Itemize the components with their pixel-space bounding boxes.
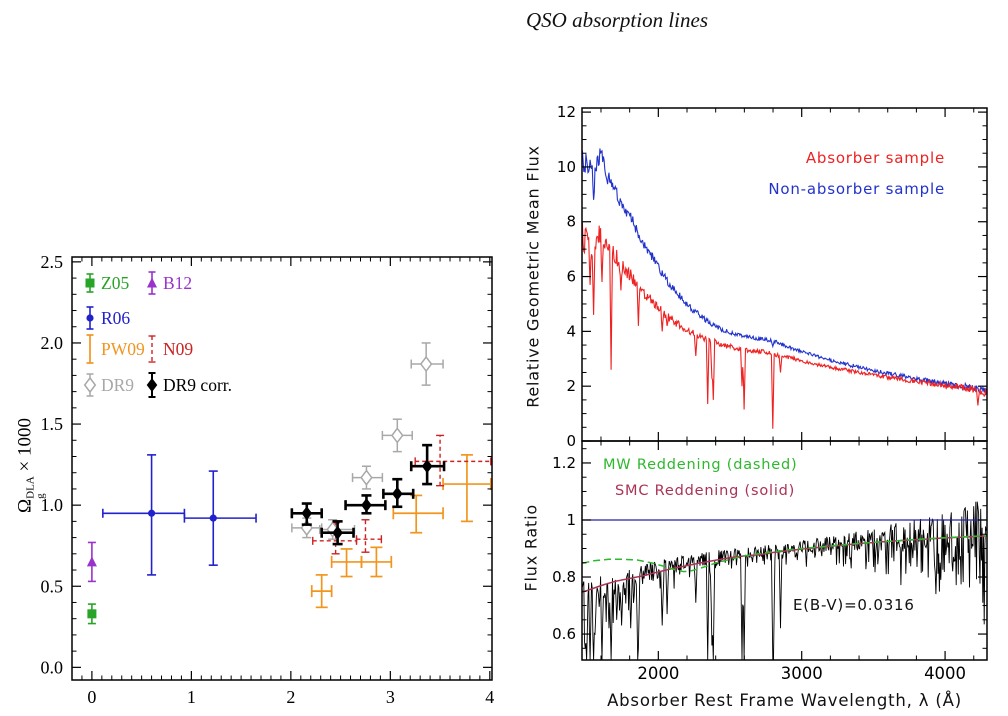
marker-circle bbox=[147, 509, 156, 517]
omega-times: × 1000 bbox=[14, 418, 36, 477]
legend-smc-reddening: SMC Reddening (solid) bbox=[615, 483, 796, 499]
legend-label-Z05: Z05 bbox=[101, 273, 129, 293]
series-DR9 corr. bbox=[290, 443, 446, 546]
y-tick-label: 10 bbox=[557, 158, 576, 176]
marker-triangle bbox=[147, 277, 157, 288]
legend-absorber-sample: Absorber sample bbox=[805, 149, 945, 167]
left-plot-legend: Z05 B12 R06 PW09 N09 DR9 DR9 corr. bbox=[83, 271, 232, 398]
marker-square bbox=[87, 609, 97, 619]
bottom-y-axis-title: Flux Ratio bbox=[521, 504, 541, 592]
marker-diamond bbox=[361, 498, 372, 513]
top-y-axis-title: Relative Geometric Mean Flux bbox=[523, 145, 543, 408]
marker-circle bbox=[86, 314, 94, 322]
x-tick-label: 4000 bbox=[924, 664, 966, 683]
series-flux-ratio-spectrum bbox=[581, 501, 987, 661]
x-tick-label: 1 bbox=[187, 687, 196, 707]
plot-frame bbox=[71, 256, 493, 681]
y-tick-label: 8 bbox=[566, 213, 576, 231]
series-N09 bbox=[312, 434, 492, 555]
marker-diamond-open bbox=[83, 376, 97, 394]
series-R06 bbox=[102, 454, 257, 576]
omega-symbol: Ω bbox=[14, 498, 36, 513]
y-tick-label: 1.5 bbox=[41, 414, 64, 434]
y-tick-label: 2 bbox=[566, 377, 576, 395]
marker-diamond-open bbox=[391, 427, 404, 444]
y-tick-label: 1.2 bbox=[552, 454, 576, 472]
series-Z05 bbox=[87, 603, 97, 625]
legend-label-DR9: DR9 bbox=[101, 375, 134, 395]
y-tick-label: 0.0 bbox=[41, 657, 64, 677]
marker-diamond bbox=[391, 486, 403, 501]
series-Absorber sample bbox=[581, 222, 987, 429]
y-tick-label: 2.0 bbox=[41, 333, 64, 353]
series-PW09 bbox=[310, 454, 492, 609]
marker-circle bbox=[209, 514, 217, 522]
legend-label-DR9 corr.: DR9 corr. bbox=[163, 375, 232, 395]
series-Non-absorber sample bbox=[581, 148, 987, 395]
marker-square bbox=[85, 278, 95, 288]
x-tick-label: 3 bbox=[386, 687, 395, 707]
y-tick-label: 6 bbox=[566, 268, 576, 286]
marker-diamond bbox=[301, 506, 313, 521]
bottom-x-axis-title: Absorber Rest Frame Wavelength, λ (Å) bbox=[607, 691, 962, 710]
right-top-plot: 0 2 4 6 8 10 12 bbox=[557, 103, 988, 450]
y-tick-label: 4 bbox=[566, 322, 576, 340]
y-tick-label: 0.8 bbox=[552, 568, 576, 586]
x-tick-label: 3000 bbox=[781, 664, 823, 683]
x-tick-label: 2 bbox=[286, 687, 295, 707]
y-tick-label: 0 bbox=[566, 432, 576, 450]
page-title: QSO absorption lines bbox=[525, 8, 708, 32]
legend-label-PW09: PW09 bbox=[101, 339, 145, 359]
marker-triangle bbox=[86, 556, 97, 567]
y-tick-label: 2.5 bbox=[41, 252, 64, 272]
left-y-axis-title: Ω DLA g × 1000 bbox=[14, 390, 47, 542]
x-tick-label: 4 bbox=[485, 687, 494, 707]
marker-diamond-open bbox=[360, 469, 373, 486]
series-B12 bbox=[86, 541, 97, 583]
right-bottom-plot: 2000 3000 4000 0.6 0.8 1 1.2 bbox=[552, 440, 988, 683]
y-tick-label: 12 bbox=[557, 103, 576, 121]
x-tick-label: 0 bbox=[87, 687, 96, 707]
legend-label-B12: B12 bbox=[163, 273, 192, 293]
y-tick-label: 1.0 bbox=[41, 495, 64, 515]
legend-non-absorber-sample: Non-absorber sample bbox=[768, 180, 945, 198]
ebv-annotation: E(B-V)=0.0316 bbox=[793, 596, 915, 614]
x-tick-label: 2000 bbox=[637, 664, 679, 683]
omega-subsup: DLA g bbox=[24, 476, 47, 499]
legend-label-N09: N09 bbox=[163, 339, 193, 359]
y-tick-label: 0.5 bbox=[41, 576, 64, 596]
y-tick-label: 1 bbox=[566, 511, 576, 529]
left-plot: Z05 B12 R06 PW09 N09 DR9 DR9 corr. 0 1 2 3 4 0.0 0.5 1… bbox=[41, 252, 495, 707]
y-tick-label: 0.6 bbox=[552, 625, 576, 643]
legend-label-R06: R06 bbox=[101, 308, 130, 328]
plot-frame bbox=[581, 440, 988, 661]
marker-diamond-open bbox=[419, 355, 433, 373]
marker-diamond bbox=[146, 378, 158, 392]
marker-diamond bbox=[421, 459, 433, 474]
legend-mw-reddening: MW Reddening (dashed) bbox=[603, 457, 798, 473]
series-MW Reddening (dashed) bbox=[582, 534, 987, 573]
marker-diamond bbox=[332, 525, 343, 540]
